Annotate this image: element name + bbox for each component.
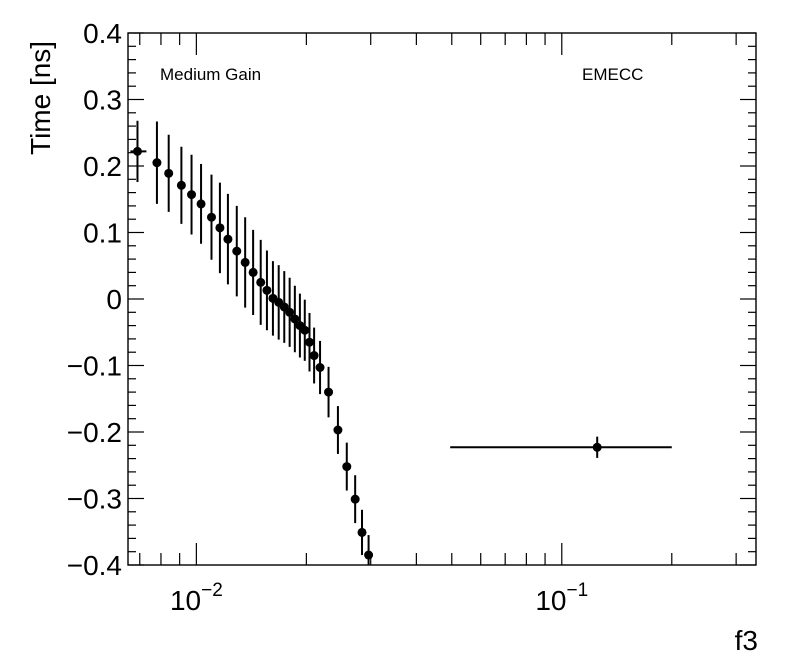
data-marker	[152, 158, 162, 168]
data-marker	[256, 277, 266, 287]
y-tick-label: 0.3	[83, 85, 122, 116]
y-tick-label: −0.3	[67, 484, 122, 515]
data-marker	[357, 527, 367, 537]
data-marker	[187, 190, 197, 200]
data-marker	[215, 223, 225, 233]
data-point	[232, 205, 242, 297]
data-point	[324, 366, 334, 418]
data-marker	[364, 550, 374, 560]
data-marker	[232, 246, 242, 256]
data-point	[364, 535, 374, 565]
data-marker	[290, 314, 300, 324]
data-point	[285, 277, 295, 347]
data-marker	[240, 257, 250, 267]
y-tick-label: −0.2	[67, 417, 122, 448]
y-tick-label: −0.1	[67, 351, 122, 382]
x-tick-label: 10−1	[535, 580, 588, 616]
data-marker	[333, 425, 343, 435]
x-tick-label-exponent: −1	[567, 580, 589, 601]
x-axis-title: f3	[735, 625, 758, 656]
data-point	[300, 299, 310, 361]
data-point	[164, 134, 174, 212]
data-point	[215, 182, 225, 274]
x-tick-label-base: 10	[170, 585, 201, 616]
data-point	[187, 154, 197, 235]
data-marker	[248, 267, 258, 277]
data-point	[223, 193, 233, 285]
data-marker	[262, 285, 272, 295]
gain-label: Medium Gain	[160, 65, 261, 84]
data-point	[196, 164, 206, 244]
data-marker	[315, 362, 325, 372]
x-tick-label: 10−2	[170, 580, 223, 616]
axis-ticks	[128, 32, 756, 566]
data-series	[130, 120, 672, 565]
data-marker	[309, 351, 319, 361]
x-tick-label-exponent: −2	[201, 580, 223, 601]
y-tick-label: 0.4	[83, 18, 122, 49]
y-axis-title: Time [ns]	[25, 41, 56, 155]
data-point	[262, 250, 272, 331]
x-tick-label-base: 10	[535, 585, 566, 616]
data-point	[350, 475, 360, 524]
data-marker	[342, 462, 352, 472]
data-marker	[592, 442, 602, 452]
data-point	[333, 406, 343, 454]
data-point	[240, 217, 250, 308]
data-marker	[176, 180, 186, 190]
data-marker	[350, 494, 360, 504]
data-point	[309, 327, 319, 384]
data-point	[206, 174, 216, 260]
data-marker	[285, 307, 295, 317]
y-tick-label: 0	[106, 284, 122, 315]
region-label: EMECC	[582, 65, 643, 84]
x-tick-labels: 10−2 10−1	[170, 580, 588, 616]
y-tick-label: 0.1	[83, 218, 122, 249]
data-point	[176, 146, 186, 224]
data-point	[290, 285, 300, 353]
data-point	[256, 239, 266, 325]
data-point	[305, 312, 315, 372]
data-point	[152, 121, 162, 204]
y-tick-label: 0.2	[83, 151, 122, 182]
data-marker	[196, 199, 206, 209]
data-marker	[305, 337, 315, 347]
data-point	[248, 229, 258, 315]
data-point	[342, 442, 352, 491]
data-marker	[223, 234, 233, 244]
data-marker	[164, 168, 174, 178]
data-marker	[324, 387, 334, 397]
data-point	[315, 340, 325, 395]
data-marker	[132, 146, 142, 156]
y-tick-labels: 0.4 0.3 0.2 0.1 0 −0.1 −0.2 −0.3 −0.4	[67, 18, 122, 581]
data-marker	[300, 325, 310, 335]
data-point	[357, 509, 367, 556]
data-marker	[206, 212, 216, 222]
data-point	[130, 120, 147, 182]
data-point	[450, 436, 672, 458]
y-tick-label: −0.4	[67, 550, 122, 581]
